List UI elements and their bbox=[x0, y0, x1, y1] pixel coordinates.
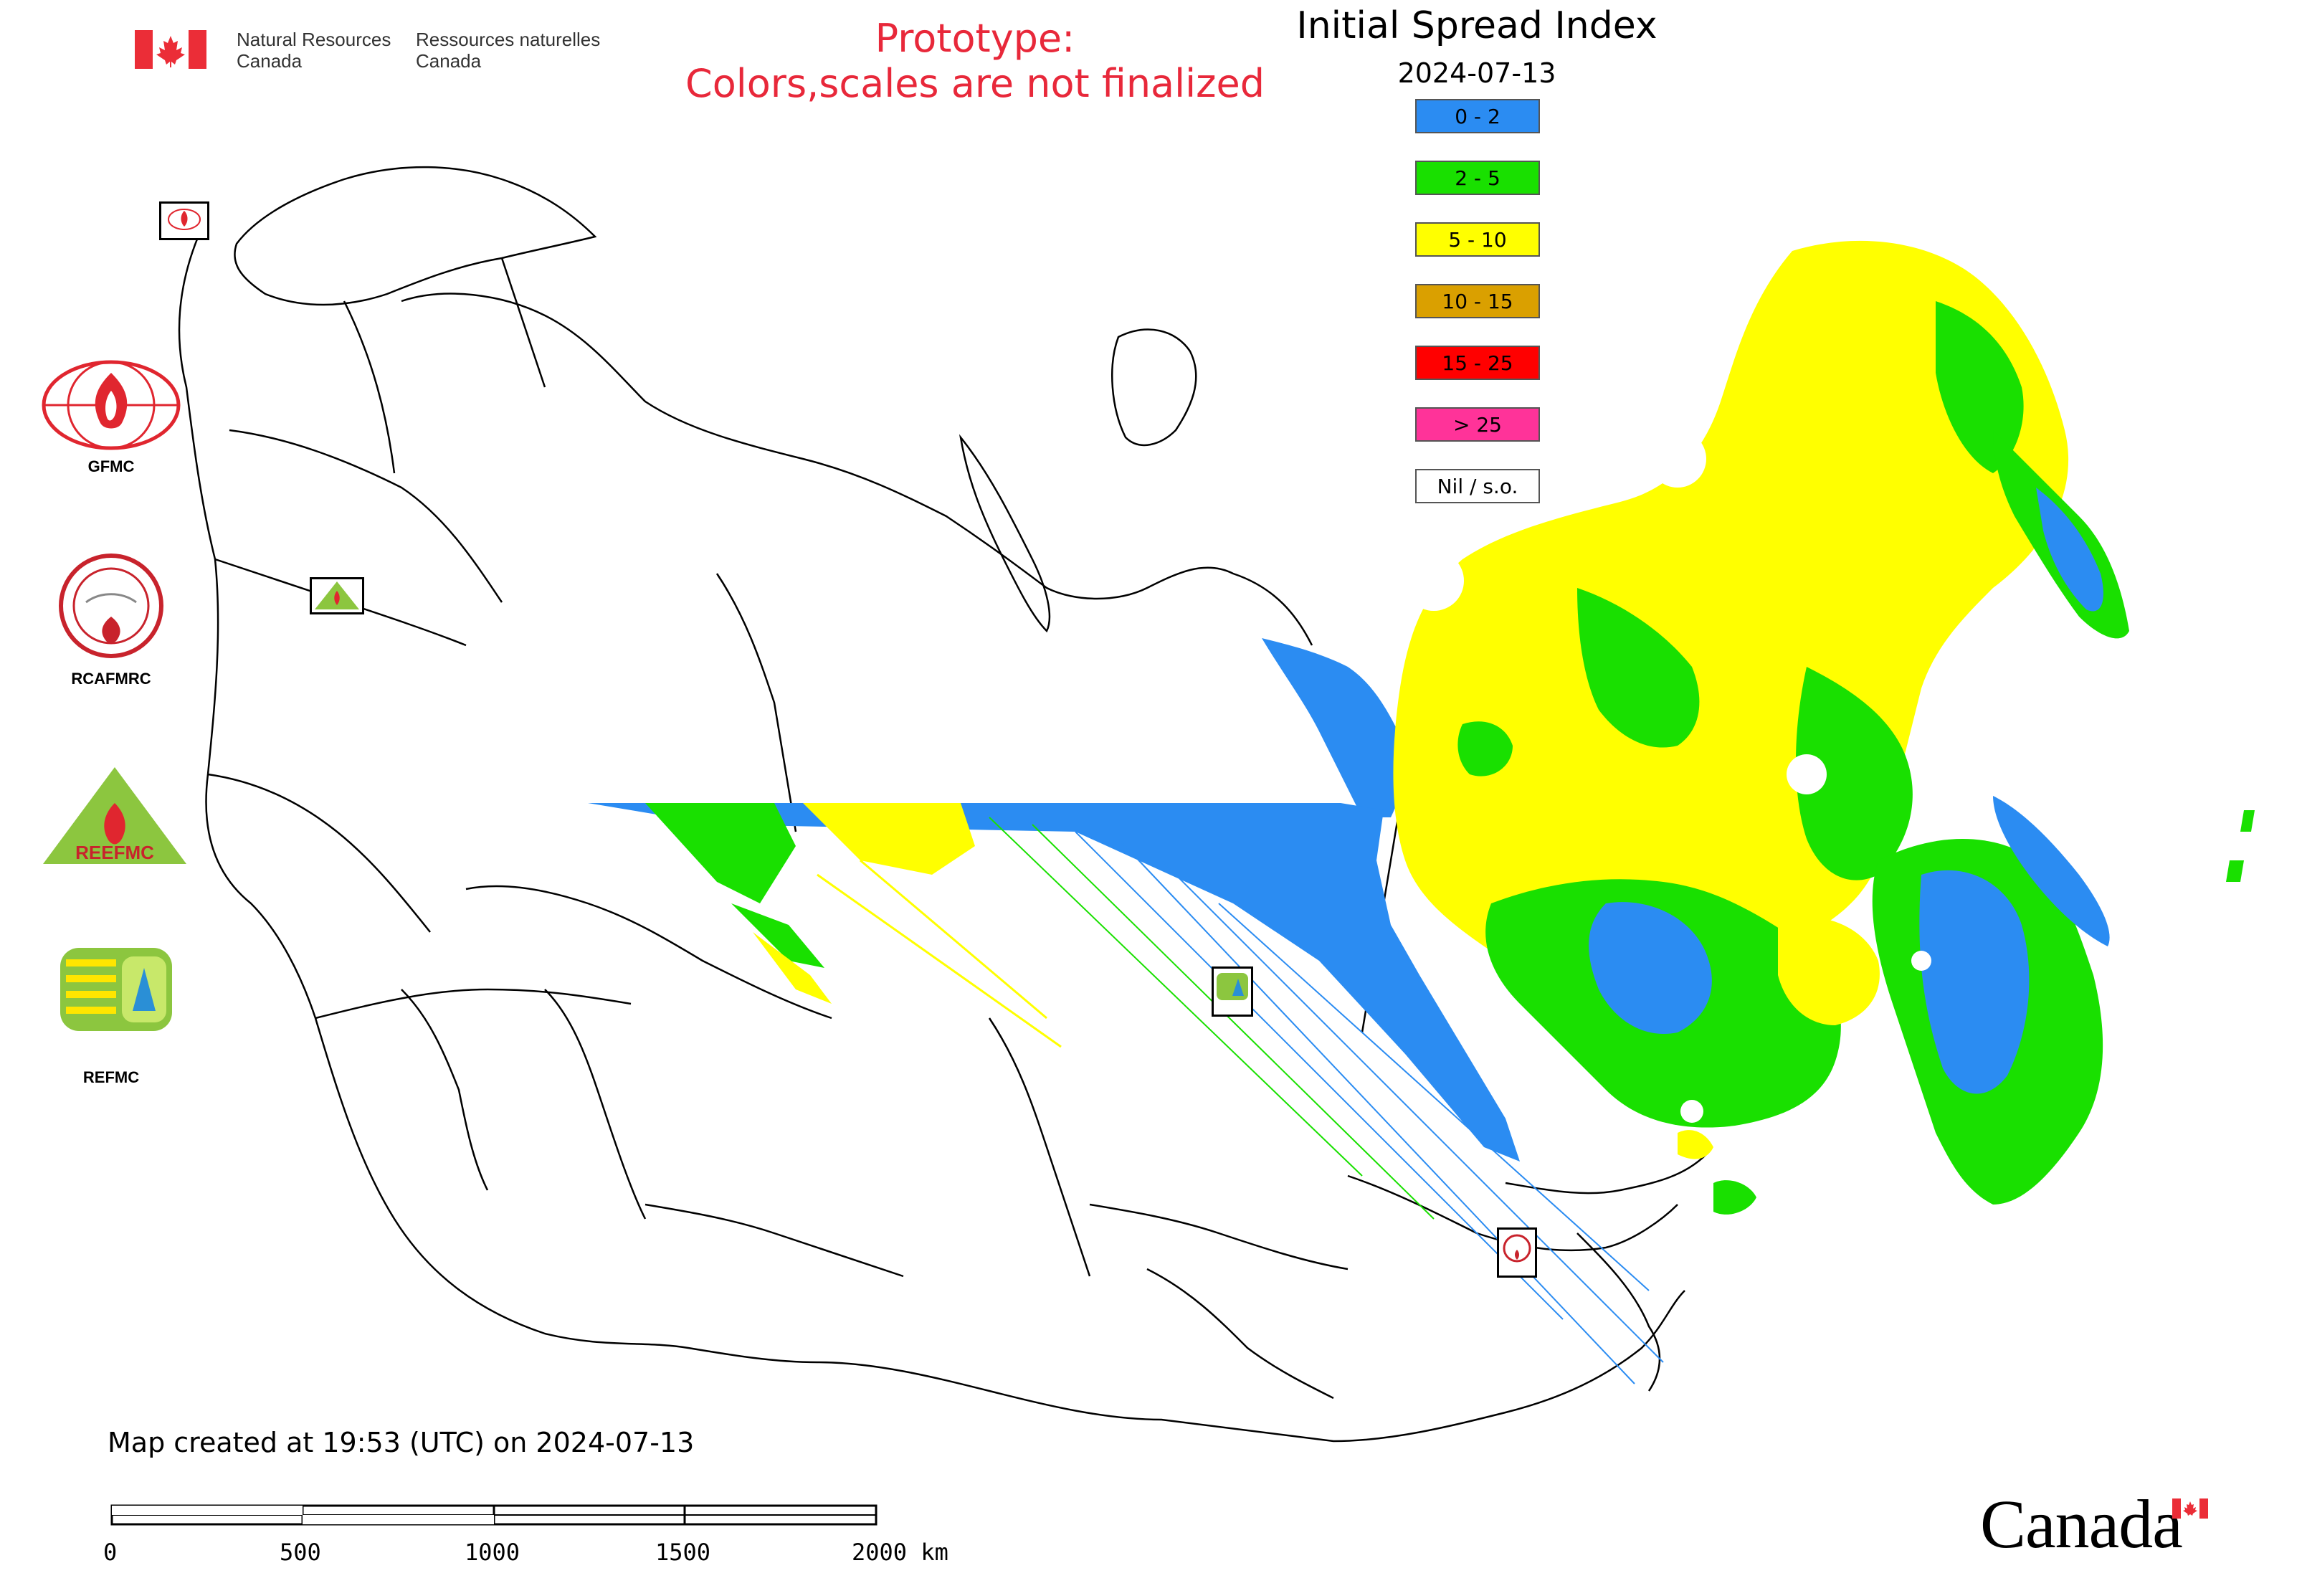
gfmc-marker-icon bbox=[168, 209, 201, 230]
rcafmrc-label: RCAFMRC bbox=[71, 670, 151, 688]
rcafmrc-marker-icon bbox=[1503, 1234, 1531, 1263]
legend-label: 5 - 10 bbox=[1448, 227, 1507, 252]
refmc-logo bbox=[59, 946, 173, 1032]
nrcan-english: Natural Resources Canada bbox=[237, 29, 391, 72]
legend-label: Nil / s.o. bbox=[1437, 474, 1518, 498]
streak-lines-green bbox=[989, 817, 1435, 1220]
nrcan-en-line2: Canada bbox=[237, 50, 303, 72]
reefmc-triangle-icon: REEFMC bbox=[43, 767, 186, 864]
nrcan-fr-line1: Ressources naturelles bbox=[416, 29, 601, 50]
canada-wordmark: Canada bbox=[1980, 1484, 2224, 1570]
reefmc-marker-icon bbox=[315, 581, 359, 609]
legend-item-0: 0 - 2 bbox=[1415, 99, 1540, 133]
gfmc-globe-icon bbox=[42, 360, 181, 450]
legend-label: 2 - 5 bbox=[1455, 166, 1500, 190]
legend-item-3: 10 - 15 bbox=[1415, 284, 1540, 318]
legend-item-4: 15 - 25 bbox=[1415, 346, 1540, 380]
gfmc-logo bbox=[39, 358, 183, 466]
streak-lines bbox=[1075, 831, 1664, 1384]
legend-label: > 25 bbox=[1453, 412, 1502, 437]
legend-item-1: 2 - 5 bbox=[1415, 161, 1540, 195]
nrcan-en-line1: Natural Resources bbox=[237, 29, 391, 50]
reefmc-map-marker bbox=[310, 577, 364, 614]
prototype-line1: Prototype: bbox=[875, 16, 1075, 61]
legend-item-2: 5 - 10 bbox=[1415, 222, 1540, 257]
legend-label: 15 - 25 bbox=[1442, 351, 1513, 375]
gfmc-map-marker bbox=[159, 201, 209, 240]
scale-bar bbox=[110, 1504, 877, 1526]
scale-label-1500: 1500 bbox=[655, 1539, 711, 1566]
refmc-sigma-icon bbox=[60, 948, 172, 1031]
legend-label: 0 - 2 bbox=[1455, 104, 1500, 128]
refmc-label: REFMC bbox=[82, 1068, 140, 1086]
reefmc-logo: REEFMC bbox=[36, 764, 194, 871]
rcafmrc-seal-icon bbox=[59, 554, 163, 658]
canada-flag-logo bbox=[135, 30, 206, 69]
map-date: 2024-07-13 bbox=[1397, 57, 1556, 89]
index-regions bbox=[588, 240, 2255, 1215]
svg-text:REEFMC: REEFMC bbox=[75, 842, 154, 863]
nrcan-fr-line2: Canada bbox=[416, 50, 482, 72]
nrcan-french: Ressources naturelles Canada bbox=[416, 29, 600, 72]
scale-label-2000: 2000 km bbox=[852, 1539, 948, 1566]
refmc-map-marker bbox=[1212, 966, 1253, 1017]
legend-item-5: > 25 bbox=[1415, 407, 1540, 442]
scale-label-1000: 1000 bbox=[465, 1539, 520, 1566]
rcafmrc-logo bbox=[57, 552, 165, 660]
legend-item-6: Nil / s.o. bbox=[1415, 469, 1540, 503]
map-created-text: Map created at 19:53 (UTC) on 2024-07-13 bbox=[108, 1427, 695, 1458]
rcafmrc-map-marker bbox=[1497, 1227, 1537, 1278]
wordmark-flag-icon bbox=[2172, 1498, 2208, 1519]
legend-label: 10 - 15 bbox=[1442, 289, 1513, 313]
gfmc-label: GFMC bbox=[87, 457, 135, 475]
map-title: Initial Spread Index bbox=[1296, 4, 1657, 47]
canada-wordmark-text: Canada bbox=[1980, 1486, 2183, 1562]
scale-label-0: 0 bbox=[103, 1539, 118, 1566]
flag-icon bbox=[135, 30, 206, 69]
scale-label-500: 500 bbox=[280, 1539, 321, 1566]
prototype-line2: Colors,scales are not finalized bbox=[685, 61, 1265, 106]
streak-lines-yellow bbox=[817, 859, 1062, 1048]
refmc-marker-icon bbox=[1217, 973, 1248, 1000]
prototype-notice: Prototype: Colors,scales are not finaliz… bbox=[674, 16, 1276, 106]
